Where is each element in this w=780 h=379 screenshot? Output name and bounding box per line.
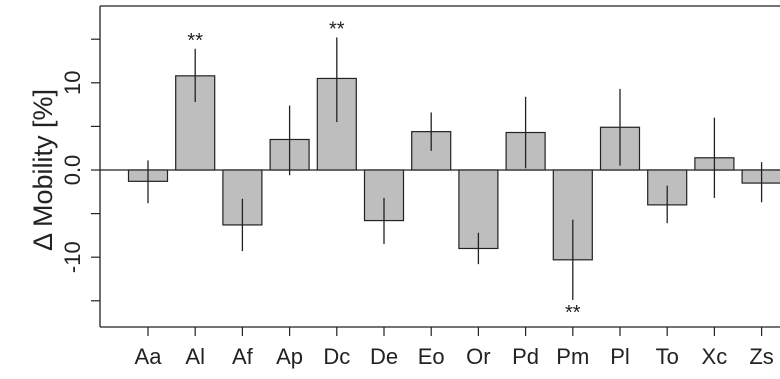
y-tick-label: 0.0	[60, 155, 85, 186]
y-axis-label: Δ Mobility [%]	[28, 89, 58, 251]
significance-marker: **	[187, 30, 203, 52]
x-tick-label: Dc	[323, 344, 350, 369]
x-tick-label: Pm	[556, 344, 589, 369]
x-tick-label: Ap	[276, 344, 303, 369]
x-tick-label: Xc	[702, 344, 728, 369]
y-tick-label: -10	[60, 241, 85, 273]
x-tick-label: To	[656, 344, 679, 369]
y-tick-label: 10	[60, 71, 85, 95]
x-tick-label: De	[370, 344, 398, 369]
plot-area: -10 0.0 10 Aa Al ** Af Ap Dc ** De Eo Or Pd Pm ** Pl To Xc…	[60, 5, 780, 369]
x-tick-label: Eo	[418, 344, 445, 369]
x-tick-label: Zs	[749, 344, 773, 369]
significance-marker: **	[565, 302, 581, 324]
significance-marker: **	[329, 18, 345, 40]
x-tick-label: Af	[232, 344, 254, 369]
x-tick-label: Al	[185, 344, 205, 369]
x-tick-label: Pl	[610, 344, 630, 369]
x-tick-label: Aa	[135, 344, 163, 369]
x-tick-label: Pd	[512, 344, 539, 369]
x-tick-label: Or	[466, 344, 490, 369]
